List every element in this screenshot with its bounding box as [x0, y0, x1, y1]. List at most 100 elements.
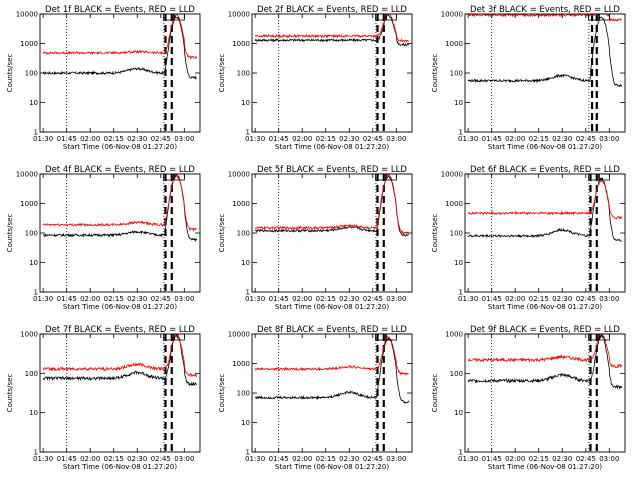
x-axis-label: Start Time (06-Nov-08 01:27:20): [63, 143, 177, 151]
plot-frame: [464, 333, 626, 453]
x-tick-label: 01:30: [458, 135, 478, 143]
x-tick-label: 02:00: [505, 455, 525, 463]
x-tick-label: 02:15: [104, 455, 124, 463]
panel-3: Det 3f BLACK = Events, RED = LLD 01:30 01:…: [431, 5, 626, 151]
y-tick-label: 1000: [232, 360, 250, 368]
y-axis-label: Counts/sec: [431, 54, 439, 93]
x-tick-label: 03:00: [174, 135, 194, 143]
events-series-line: [467, 334, 623, 390]
x-tick-label: 02:45: [363, 135, 383, 143]
y-tick-label: 1: [34, 449, 38, 457]
events-series-line: [254, 337, 410, 405]
x-axis-label: Start Time (06-Nov-08 01:27:20): [488, 143, 602, 151]
y-tick-label: 10: [29, 259, 38, 267]
x-tick-label: 03:00: [174, 295, 194, 303]
x-tick-label: 02:15: [316, 135, 336, 143]
panel-9: Det 9f BLACK = Events, RED = LLD 01:30 01:…: [431, 325, 626, 471]
x-tick-label: 02:00: [80, 135, 100, 143]
y-axis-label: Counts/sec: [6, 374, 14, 413]
x-tick-label: 01:30: [33, 135, 53, 143]
panel-title: Det 4f BLACK = Events, RED = LLD: [45, 165, 195, 175]
panel-1: Det 1f BLACK = Events, RED = LLD 01:30 01:…: [6, 5, 201, 151]
x-tick-label: 02:45: [151, 455, 171, 463]
y-axis-label: Counts/sec: [431, 214, 439, 253]
x-axis-label: Start Time (06-Nov-08 01:27:20): [63, 463, 177, 471]
y-tick-label: 1: [246, 289, 250, 297]
x-tick-label: 03:00: [174, 455, 194, 463]
y-tick-label: 10: [29, 409, 38, 417]
y-tick-label: 1000: [232, 200, 250, 208]
y-tick-label: 10: [454, 99, 463, 107]
x-tick-label: 01:45: [269, 135, 289, 143]
plot-frame: [251, 333, 413, 453]
panel-2: Det 2f BLACK = Events, RED = LLD 01:30 01:…: [218, 5, 413, 151]
plot-frame: [251, 13, 413, 133]
x-tick-label: 02:15: [104, 135, 124, 143]
events-series-line: [467, 16, 623, 87]
plot-frame: [39, 13, 201, 133]
y-tick-label: 1000: [445, 200, 463, 208]
x-axis-label: Start Time (06-Nov-08 01:27:20): [275, 143, 389, 151]
x-tick-label: 03:00: [599, 455, 619, 463]
x-tick-label: 02:00: [292, 455, 312, 463]
y-tick-label: 1: [459, 129, 463, 137]
x-tick-label: 02:30: [127, 135, 147, 143]
y-tick-label: 100: [450, 230, 463, 238]
y-tick-label: 10000: [228, 11, 250, 19]
x-tick-label: 02:30: [339, 135, 359, 143]
y-tick-label: 10: [29, 99, 38, 107]
x-tick-label: 01:45: [482, 455, 502, 463]
x-tick-label: 02:00: [80, 455, 100, 463]
y-tick-label: 10000: [228, 171, 250, 179]
lld-series-line: [254, 14, 410, 43]
x-tick-label: 02:00: [80, 295, 100, 303]
lld-series-line: [468, 179, 623, 220]
x-tick-label: 02:30: [127, 455, 147, 463]
y-tick-label: 1: [34, 289, 38, 297]
plot-frame: [464, 13, 626, 133]
x-tick-label: 02:45: [576, 295, 596, 303]
x-tick-label: 01:45: [57, 455, 77, 463]
y-tick-label: 10000: [16, 171, 38, 179]
x-tick-label: 02:15: [316, 295, 336, 303]
plot-frame: [464, 173, 626, 293]
lld-series-line: [42, 334, 198, 378]
panel-title: Det 7f BLACK = Events, RED = LLD: [45, 325, 195, 335]
y-tick-label: 10000: [228, 331, 250, 339]
x-tick-label: 02:45: [363, 455, 383, 463]
y-axis-label: Counts/sec: [6, 54, 14, 93]
x-tick-label: 02:00: [505, 295, 525, 303]
x-tick-label: 01:45: [57, 295, 77, 303]
lld-series-line: [254, 335, 409, 377]
panel-7: Det 7f BLACK = Events, RED = LLD 01:30 01:…: [6, 325, 201, 471]
y-tick-label: 10: [241, 259, 250, 267]
x-tick-label: 02:30: [552, 135, 572, 143]
lld-series-line: [468, 14, 623, 23]
panel-4: Det 4f BLACK = Events, RED = LLD 01:30 01:…: [6, 165, 201, 311]
events-series-line: [42, 335, 198, 387]
x-tick-label: 02:45: [151, 135, 171, 143]
y-tick-label: 100: [237, 230, 250, 238]
events-series-line: [43, 15, 198, 80]
x-tick-label: 02:30: [127, 295, 147, 303]
y-tick-label: 100: [450, 370, 463, 378]
x-tick-label: 01:30: [33, 455, 53, 463]
panel-title: Det 8f BLACK = Events, RED = LLD: [257, 325, 407, 335]
panel-title: Det 5f BLACK = Events, RED = LLD: [257, 165, 407, 175]
y-axis-label: Counts/sec: [6, 214, 14, 253]
x-tick-label: 02:15: [104, 295, 124, 303]
x-axis-label: Start Time (06-Nov-08 01:27:20): [63, 303, 177, 311]
x-tick-label: 01:30: [458, 455, 478, 463]
panel-5: Det 5f BLACK = Events, RED = LLD 01:30 01:…: [218, 165, 413, 311]
x-tick-label: 02:00: [292, 135, 312, 143]
panel-6: Det 6f BLACK = Events, RED = LLD 01:30 01:…: [431, 165, 626, 311]
x-tick-label: 02:30: [552, 295, 572, 303]
x-tick-label: 02:30: [339, 295, 359, 303]
y-tick-label: 100: [237, 70, 250, 78]
y-tick-label: 1: [459, 449, 463, 457]
plot-frame: [39, 333, 201, 453]
x-tick-label: 02:45: [576, 135, 596, 143]
y-tick-label: 10000: [441, 11, 463, 19]
lld-series-line: [468, 334, 623, 369]
